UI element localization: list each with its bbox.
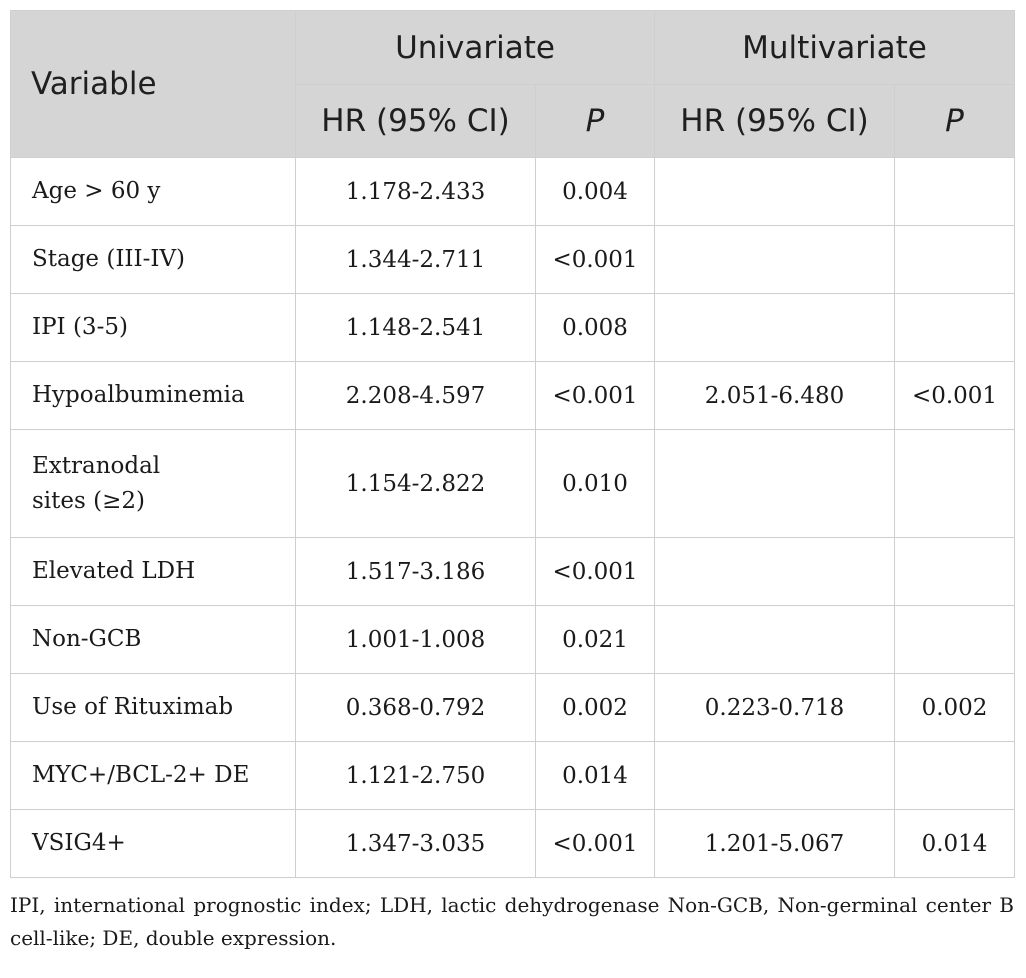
univariate-p-cell: 0.021 [535, 605, 655, 674]
table-row: Non-GCB 1.001-1.008 0.021 [10, 605, 1016, 674]
multivariate-p-cell [893, 605, 1016, 674]
multivariate-hr-cell [654, 157, 895, 226]
univariate-hr-cell: 1.001-1.008 [295, 605, 536, 674]
table-row: IPI (3-5) 1.148-2.541 0.008 [10, 293, 1016, 362]
variable-line-1: Extranodal [32, 452, 161, 479]
header-univariate-p: P [535, 84, 655, 158]
table-row: Elevated LDH 1.517-3.186 <0.001 [10, 537, 1016, 606]
multivariate-hr-cell: 1.201-5.067 [654, 809, 895, 878]
multivariate-p-cell [893, 293, 1016, 362]
multivariate-hr-cell [654, 741, 895, 810]
header-univariate-hr: HR (95% CI) [295, 84, 536, 158]
multivariate-hr-cell: 2.051-6.480 [654, 361, 895, 430]
variable-line-2: sites (≥2) [32, 487, 145, 514]
multivariate-hr-cell [654, 429, 895, 538]
multivariate-hr-cell [654, 225, 895, 294]
univariate-p-cell: 0.010 [535, 429, 655, 538]
multivariate-p-cell: 0.014 [893, 809, 1016, 878]
multivariate-p-cell [893, 225, 1016, 294]
table-header: Variable Univariate Multivariate HR (95%… [10, 10, 1016, 158]
multivariate-p-cell [893, 429, 1016, 538]
univariate-p-cell: 0.004 [535, 157, 655, 226]
variable-cell: Use of Rituximab [10, 673, 296, 742]
header-multivariate: Multivariate [653, 10, 1016, 85]
header-univariate: Univariate [295, 10, 655, 85]
header-variable: Variable [10, 10, 296, 158]
table-row: Age > 60 y 1.178-2.433 0.004 [10, 157, 1016, 226]
table-container: Variable Univariate Multivariate HR (95%… [10, 10, 1016, 955]
multivariate-p-cell: 0.002 [893, 673, 1016, 742]
univariate-p-cell: <0.001 [535, 537, 655, 606]
table-row: MYC+/BCL-2+ DE 1.121-2.750 0.014 [10, 741, 1016, 810]
variable-cell: Extranodal sites (≥2) [10, 429, 296, 538]
multivariate-p-cell [893, 741, 1016, 810]
multivariate-hr-cell: 0.223-0.718 [654, 673, 895, 742]
variable-cell: MYC+/BCL-2+ DE [10, 741, 296, 810]
variable-cell: Hypoalbuminemia [10, 361, 296, 430]
multivariate-p-cell: <0.001 [893, 361, 1016, 430]
variable-cell: Elevated LDH [10, 537, 296, 606]
univariate-p-cell: <0.001 [535, 361, 655, 430]
table-row: Stage (III-IV) 1.344-2.711 <0.001 [10, 225, 1016, 294]
table-footnote: IPI, international prognostic index; LDH… [10, 893, 1014, 950]
regression-table: Variable Univariate Multivariate HR (95%… [10, 10, 1016, 878]
header-multivariate-hr: HR (95% CI) [654, 84, 895, 158]
table-row: Use of Rituximab 0.368-0.792 0.002 0.223… [10, 673, 1016, 742]
table-body: Age > 60 y 1.178-2.433 0.004 Stage (III-… [10, 157, 1016, 878]
univariate-hr-cell: 1.154-2.822 [295, 429, 536, 538]
univariate-hr-cell: 1.347-3.035 [295, 809, 536, 878]
multivariate-hr-cell [654, 293, 895, 362]
variable-cell: Age > 60 y [10, 157, 296, 226]
univariate-p-cell: 0.002 [535, 673, 655, 742]
variable-cell: VSIG4+ [10, 809, 296, 878]
multivariate-p-cell [893, 537, 1016, 606]
header-multivariate-p: P [893, 84, 1016, 158]
univariate-p-cell: 0.014 [535, 741, 655, 810]
multivariate-hr-cell [654, 605, 895, 674]
table-row: VSIG4+ 1.347-3.035 <0.001 1.201-5.067 0.… [10, 809, 1016, 878]
univariate-hr-cell: 1.121-2.750 [295, 741, 536, 810]
variable-cell: Non-GCB [10, 605, 296, 674]
variable-cell: IPI (3-5) [10, 293, 296, 362]
univariate-p-cell: <0.001 [535, 225, 655, 294]
univariate-hr-cell: 1.517-3.186 [295, 537, 536, 606]
univariate-p-cell: <0.001 [535, 809, 655, 878]
univariate-hr-cell: 0.368-0.792 [295, 673, 536, 742]
univariate-hr-cell: 1.344-2.711 [295, 225, 536, 294]
multivariate-p-cell [893, 157, 1016, 226]
table-row: Hypoalbuminemia 2.208-4.597 <0.001 2.051… [10, 361, 1016, 430]
multivariate-hr-cell [654, 537, 895, 606]
variable-cell: Stage (III-IV) [10, 225, 296, 294]
univariate-hr-cell: 2.208-4.597 [295, 361, 536, 430]
table-row: Extranodal sites (≥2) 1.154-2.822 0.010 [10, 429, 1016, 538]
univariate-hr-cell: 1.148-2.541 [295, 293, 536, 362]
univariate-hr-cell: 1.178-2.433 [295, 157, 536, 226]
univariate-p-cell: 0.008 [535, 293, 655, 362]
